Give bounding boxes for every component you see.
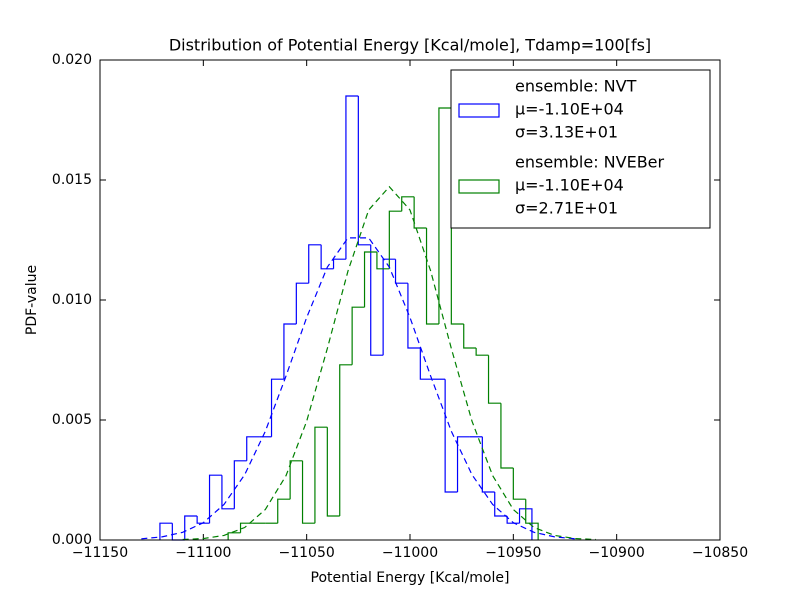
histogram-step — [388, 210, 402, 269]
histogram-step — [481, 436, 495, 493]
plot-frame — [99, 59, 721, 541]
histogram-step — [227, 532, 241, 540]
histogram-step — [487, 355, 501, 404]
histogram-step — [463, 324, 477, 349]
histogram-step — [500, 403, 514, 469]
histogram-step — [233, 460, 247, 509]
histogram-step — [456, 436, 470, 492]
histogram-step — [345, 95, 359, 260]
histogram-step — [370, 244, 384, 356]
y-tick-label: 0.005 — [52, 412, 92, 428]
histogram-step — [444, 379, 458, 493]
y-tick-label: 0.015 — [52, 172, 92, 188]
legend: ensemble: NVT μ=-1.10E+04 σ=3.13E+01 ensemb… — [450, 69, 711, 229]
chart-title: Distribution of Potential Energy [Kcal/m… — [169, 36, 651, 55]
x-tick-label: −10850 — [692, 545, 748, 561]
histogram-step — [525, 499, 539, 540]
legend-box — [450, 69, 711, 229]
x-tick-label: −11100 — [175, 545, 231, 561]
histogram-step — [159, 522, 173, 540]
histogram-step — [438, 107, 452, 324]
histogram-step — [357, 96, 371, 246]
histogram-step — [363, 251, 377, 308]
histogram-step — [289, 460, 303, 500]
legend-stat: σ=3.13E+01 — [515, 123, 618, 142]
histogram-step — [413, 196, 427, 229]
histogram-step — [512, 468, 526, 500]
histogram-step — [308, 244, 322, 284]
histogram-step — [239, 522, 253, 533]
histogram-step — [401, 196, 415, 212]
histogram-step — [221, 475, 235, 510]
x-tick-label: −11150 — [72, 545, 128, 561]
y-axis-label: PDF-value — [24, 265, 40, 335]
legend-label: ensemble: NVT — [515, 77, 637, 96]
histogram-step — [339, 364, 353, 516]
legend-label: ensemble: NVEBer — [515, 153, 665, 172]
histogram-step — [320, 244, 334, 270]
x-axis-label: Potential Energy [Kcal/mole] — [311, 570, 510, 586]
legend-stat: μ=-1.10E+04 — [515, 100, 624, 119]
x-tick-label: −10950 — [485, 545, 541, 561]
legend-swatch — [458, 179, 500, 194]
histogram-step — [196, 516, 210, 524]
y-tick-label: 0.000 — [52, 532, 92, 548]
histogram-step — [419, 348, 433, 380]
histogram-step — [314, 426, 328, 524]
x-tick-label: −10900 — [589, 545, 645, 561]
histogram-step — [246, 436, 260, 461]
histogram-step — [494, 492, 508, 517]
legend-stat: σ=2.71E+01 — [515, 199, 618, 218]
histogram-step — [270, 378, 284, 437]
legend-swatch — [458, 103, 500, 118]
histogram-step — [376, 252, 390, 270]
histogram-step — [326, 427, 340, 517]
y-tick-label: 0.010 — [52, 292, 92, 308]
x-tick-label: −11000 — [382, 545, 438, 561]
legend-stat: μ=-1.10E+04 — [515, 176, 624, 195]
histogram-step — [351, 306, 365, 365]
histogram-step — [295, 282, 309, 324]
histogram-step — [407, 283, 421, 349]
fit-curve — [182, 185, 597, 541]
histogram-step — [283, 323, 297, 380]
histogram-step — [475, 348, 489, 356]
histogram-step — [301, 460, 315, 524]
x-tick-label: −11050 — [279, 545, 335, 561]
y-tick-label: 0.020 — [52, 52, 92, 68]
histogram-step — [208, 474, 222, 524]
histogram-step — [277, 498, 291, 524]
